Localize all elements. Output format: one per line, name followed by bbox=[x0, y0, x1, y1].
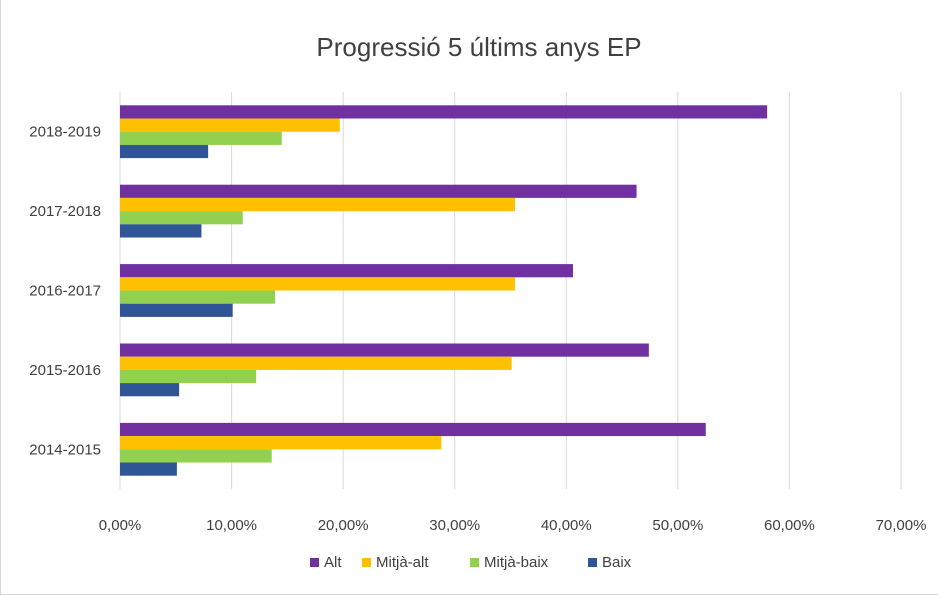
y-tick-label: 2015-2016 bbox=[29, 362, 101, 379]
bar-baix bbox=[120, 144, 209, 159]
x-tick-label: 40,00% bbox=[541, 517, 592, 534]
bar-alt bbox=[120, 105, 768, 119]
legend-label: Baix bbox=[602, 554, 632, 571]
bar-mitj-alt bbox=[120, 197, 515, 212]
legend-swatch bbox=[310, 558, 319, 567]
legend-swatch bbox=[588, 558, 597, 567]
bar-mitj-alt bbox=[120, 436, 442, 450]
x-tick-label: 10,00% bbox=[206, 517, 257, 534]
x-tick-label: 20,00% bbox=[318, 517, 369, 534]
bar-mitj-baix bbox=[120, 369, 257, 384]
y-axis-labels: 2014-2015 2015-2016 2016-2017 2017-2018 2018… bbox=[29, 124, 101, 459]
y-tick-label: 2018-2019 bbox=[29, 124, 101, 141]
bar-alt bbox=[120, 343, 649, 357]
y-tick-label: 2017-2018 bbox=[29, 203, 101, 220]
bar-mitj-baix bbox=[120, 131, 282, 145]
bar-mitj-alt bbox=[120, 277, 515, 291]
x-tick-label: 30,00% bbox=[429, 517, 480, 534]
x-tick-label: 70,00% bbox=[876, 517, 927, 534]
legend-swatch bbox=[362, 558, 371, 567]
x-tick-label: 0,00% bbox=[99, 517, 142, 534]
x-tick-label: 60,00% bbox=[764, 517, 815, 534]
bar-baix bbox=[120, 224, 202, 238]
bar-alt bbox=[120, 422, 706, 437]
bar-alt bbox=[120, 264, 573, 278]
chart-title: Progressió 5 últims anys EP bbox=[316, 32, 641, 62]
x-axis-labels: 0,00% 10,00% 20,00% 30,00% 40,00% 50,00% 60,00… bbox=[99, 517, 927, 534]
bar-baix bbox=[120, 462, 177, 476]
bar-mitj-baix bbox=[120, 290, 276, 304]
bar-mitj-alt bbox=[120, 118, 340, 132]
bar-alt bbox=[120, 184, 637, 198]
legend-label: Mitjà-baix bbox=[484, 554, 549, 571]
legend-swatch bbox=[470, 558, 479, 567]
legend-label: Mitjà-alt bbox=[376, 554, 429, 571]
bar-baix bbox=[120, 383, 180, 397]
x-tick-label: 50,00% bbox=[652, 517, 703, 534]
bar-mitj-alt bbox=[120, 356, 512, 370]
bars bbox=[120, 105, 768, 476]
legend-label: Alt bbox=[324, 554, 342, 571]
bar-mitj-baix bbox=[120, 449, 272, 463]
bar-mitj-baix bbox=[120, 211, 243, 225]
y-tick-label: 2016-2017 bbox=[29, 283, 101, 300]
legend: Alt Mitjà-alt Mitjà-baix Baix bbox=[310, 554, 632, 571]
y-tick-label: 2014-2015 bbox=[29, 441, 101, 458]
bar-baix bbox=[120, 303, 233, 317]
